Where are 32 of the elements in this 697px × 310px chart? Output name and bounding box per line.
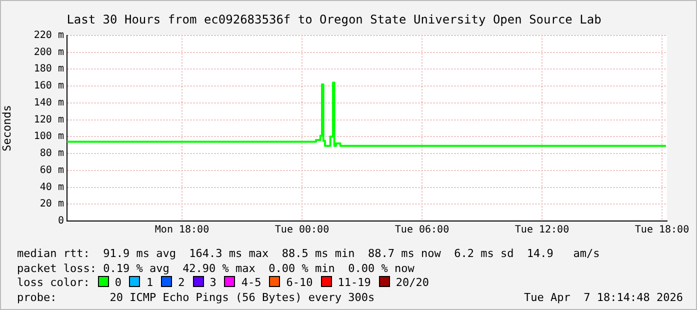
chart-title: Last 30 Hours from ec092683536f to Oregon State University Open Source Lab [66, 12, 602, 26]
text: packet loss: 0.19 % avg 42.90 % max 0.00 % min 0.00 % now [17, 262, 416, 276]
x-tick-label: Tue 06:00 [394, 224, 450, 236]
legend-title: loss color: [17, 276, 90, 289]
y-tick-label: 160 m [34, 80, 64, 92]
legend-label: 11-19 [338, 276, 371, 289]
y-tick-label: 100 m [34, 131, 64, 142]
x-tick-label: Tue 00:00 [274, 224, 330, 236]
y-tick-label: 40 m [40, 182, 64, 193]
x-tick-label: Mon 18:00 [154, 224, 210, 236]
y-tick-label: 220 m [34, 30, 64, 41]
text: probe: 20 ICMP Echo Pings (56 Bytes) every 300s [17, 290, 375, 304]
y-tick-label: 200 m [34, 46, 64, 58]
legend-label: 2 [178, 276, 185, 289]
x-tick-label: Tue 18:00 [634, 224, 690, 236]
legend-label: 3 [210, 276, 216, 289]
x-tick-label: Tue 12:00 [514, 224, 570, 236]
text: Tue Apr 7 18:14:48 2026 [524, 290, 683, 305]
y-tick-label: 80 m [40, 148, 64, 160]
y-tick-label: 20 m [40, 198, 64, 210]
legend-label: 4-5 [241, 276, 262, 289]
y-axis-title: Seconds [0, 105, 14, 152]
y-tick-label: 180 m [34, 64, 64, 75]
y-tick-label: 60 m [40, 164, 64, 176]
legend-label: 1 [146, 276, 154, 289]
legend-label: 20/20 [396, 276, 429, 289]
y-tick-label: 140 m [34, 97, 64, 108]
legend-label: 6-10 [286, 276, 313, 289]
y-tick-label: 0 [58, 216, 64, 227]
y-tick-label: 120 m [34, 114, 64, 126]
legend-label: 0 [114, 276, 122, 289]
text: median rtt: 91.9 ms avg 164.3 ms max 88.5 ms min 88.7 ms now 6.2 ms sd 14.9 am/s [17, 247, 601, 262]
